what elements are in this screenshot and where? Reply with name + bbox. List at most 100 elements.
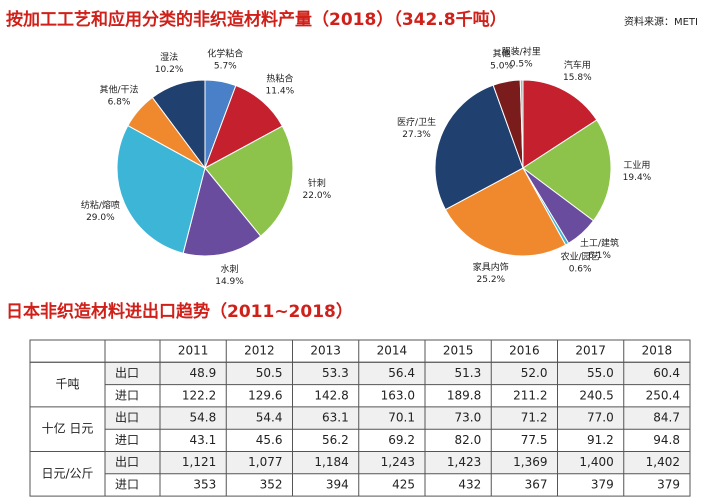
cell-value: 142.8: [314, 388, 348, 402]
cell-value: 189.8: [447, 388, 481, 402]
row-bg: [105, 451, 690, 474]
pie-slice: [522, 79, 598, 169]
cell-value: 53.3: [322, 366, 349, 380]
slice-label: 针刺: [308, 177, 326, 189]
cell-value: 77.5: [521, 433, 548, 447]
cell-value: 55.0: [587, 366, 614, 380]
col-header: 2017: [575, 344, 606, 358]
cell-value: 1,400: [579, 455, 613, 469]
slice-label: 其他: [493, 47, 511, 59]
cell-value: 48.9: [190, 366, 217, 380]
slice-label: 纺粘/熔喷: [81, 199, 120, 211]
cell-value: 71.2: [521, 411, 548, 425]
row-label: 出口: [115, 366, 139, 380]
cell-value: 352: [260, 477, 283, 491]
cell-value: 394: [326, 477, 349, 491]
slice-value: 19.4%: [623, 173, 652, 183]
slice-label: 其他/干法: [99, 83, 138, 95]
table-frame: [29, 339, 691, 497]
slice-value: 5.0%: [490, 61, 513, 71]
pie-slice: [151, 79, 206, 170]
cell-value: 73.0: [455, 411, 482, 425]
slice-value: 6.1%: [588, 251, 611, 261]
cell-value: 91.2: [587, 433, 614, 447]
cell-value: 94.8: [653, 433, 680, 447]
cell-value: 1,121: [182, 455, 216, 469]
row-label: 进口: [115, 433, 139, 447]
pie-slice: [182, 166, 262, 257]
group-label: 日元/公斤: [41, 466, 93, 480]
slice-label: 土工/建筑: [580, 237, 619, 249]
cell-value: 63.1: [322, 411, 349, 425]
slice-label: 化学粘合: [207, 47, 243, 59]
slice-label: 水刺: [221, 263, 239, 275]
source: 资料来源：METI: [624, 15, 698, 28]
cell-value: 70.1: [388, 411, 415, 425]
slice-value: 0.5%: [510, 60, 533, 70]
slice-label: 热粘合: [266, 73, 293, 85]
cell-value: 432: [458, 477, 481, 491]
slice-label: 湿法: [160, 51, 178, 63]
pie-slice: [522, 119, 612, 222]
table-title: 日本非织造材料进出口趋势（2011~2018）: [6, 301, 353, 322]
cell-value: 52.0: [521, 366, 548, 380]
col-header: 2018: [642, 344, 673, 358]
slice-label: 汽车用: [564, 59, 591, 71]
cell-value: 1,423: [447, 455, 481, 469]
pie-slice: [116, 124, 206, 254]
slice-value: 29.0%: [86, 213, 115, 223]
pie-slice: [519, 79, 524, 169]
row-label: 出口: [115, 411, 139, 425]
slice-value: 22.0%: [303, 191, 332, 201]
row-label: 进口: [115, 388, 139, 402]
cell-value: 1,243: [381, 455, 415, 469]
cell-value: 51.3: [455, 366, 482, 380]
pie-slice: [204, 125, 294, 237]
slice-value: 10.2%: [155, 65, 184, 75]
slice-value: 14.9%: [215, 277, 244, 287]
cell-value: 82.0: [455, 433, 482, 447]
cell-value: 379: [657, 477, 680, 491]
pie-slice: [444, 167, 567, 257]
cell-value: 56.4: [388, 366, 415, 380]
slice-label: 家具内饰: [473, 261, 509, 273]
row-label: 进口: [115, 477, 139, 491]
group-label: 十亿 日元: [42, 421, 94, 436]
col-header: 2011: [178, 344, 209, 358]
cell-value: 163.0: [381, 388, 415, 402]
pie-slice: [204, 84, 284, 170]
col-header: 2016: [509, 344, 540, 358]
cell-value: 367: [525, 477, 548, 491]
cell-value: 122.2: [182, 388, 216, 402]
cell-value: 250.4: [646, 388, 680, 402]
row-bg: [105, 406, 690, 430]
slice-label: 医疗/卫生: [397, 116, 436, 128]
cell-value: 1,077: [248, 455, 282, 469]
cell-value: 54.4: [256, 411, 283, 425]
slice-value: 5.7%: [214, 61, 237, 71]
slice-label: 服装/衬里: [502, 46, 541, 58]
cell-value: 425: [392, 477, 415, 491]
slice-label: 工业用: [623, 160, 650, 171]
cell-value: 84.7: [653, 411, 680, 425]
cell-value: 211.2: [513, 388, 547, 402]
cell-value: 43.1: [190, 433, 217, 447]
cell-value: 1,369: [513, 455, 547, 469]
slice-value: 0.6%: [569, 265, 592, 275]
slice-value: 27.3%: [402, 130, 431, 140]
cell-value: 240.5: [579, 388, 613, 402]
cell-value: 1,402: [646, 455, 680, 469]
cell-value: 60.4: [653, 366, 680, 380]
col-header: 2013: [310, 344, 341, 358]
cell-value: 54.8: [190, 411, 217, 425]
cell-value: 45.6: [256, 433, 283, 447]
cell-value: 379: [591, 477, 614, 491]
cell-value: 50.5: [256, 366, 283, 380]
cell-value: 77.0: [587, 411, 614, 425]
group-label: 千吨: [55, 377, 79, 391]
cell-value: 129.6: [248, 388, 282, 402]
slice-value: 6.8%: [108, 97, 131, 107]
row-label: 出口: [115, 455, 139, 469]
slice-value: 15.8%: [563, 73, 592, 83]
